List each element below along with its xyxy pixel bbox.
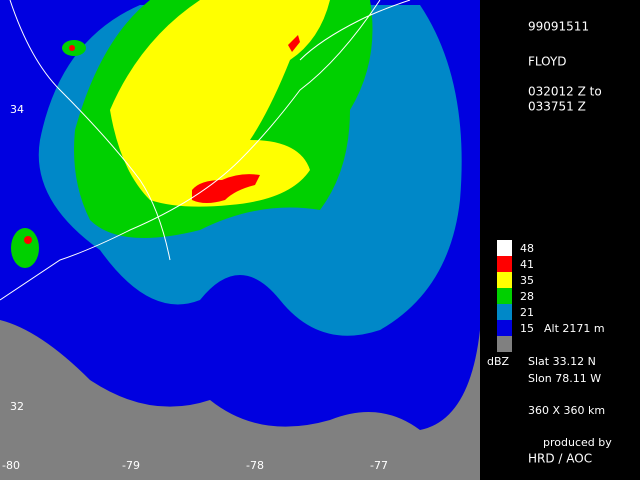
legend-swatch — [497, 288, 512, 304]
lat-label: 34 — [10, 103, 24, 116]
legend-swatch — [497, 304, 512, 320]
slat: Slat 33.12 N — [528, 355, 596, 368]
legend-label: 15 — [520, 322, 534, 335]
lat-label: 32 — [10, 400, 24, 413]
legend-swatch — [497, 320, 512, 336]
lon-label: -80 — [2, 459, 20, 472]
echo-28 — [11, 228, 39, 268]
echo-35 — [110, 0, 330, 207]
legend-swatch — [497, 240, 512, 256]
legend: 48 41 35 28 21 15 — [497, 240, 534, 352]
producer: HRD / AOC — [528, 452, 592, 466]
lon-label: -77 — [370, 459, 388, 472]
slon: Slon 78.11 W — [528, 372, 601, 385]
legend-label: 41 — [520, 258, 534, 271]
echo-41 — [288, 35, 300, 52]
time-start: 032012 Z to — [528, 85, 602, 99]
legend-swatch — [497, 272, 512, 288]
legend-swatch — [497, 256, 512, 272]
echo-41 — [24, 236, 32, 244]
info-panel: 99091511 FLOYD 032012 Z to 033751 Z 48 41… — [487, 20, 612, 466]
legend-label: 35 — [520, 274, 534, 287]
echo-41 — [192, 174, 260, 203]
time-end: 033751 Z — [528, 100, 586, 114]
lon-label: -79 — [122, 459, 140, 472]
legend-label: 28 — [520, 290, 534, 303]
storm-name: FLOYD — [528, 55, 567, 69]
legend-label: 21 — [520, 306, 534, 319]
echo-41 — [69, 45, 75, 51]
legend-swatch — [497, 336, 512, 352]
altitude: Alt 2171 m — [544, 322, 605, 335]
coastline — [0, 0, 411, 301]
legend-label: 48 — [520, 242, 534, 255]
extent: 360 X 360 km — [528, 404, 605, 417]
lon-label: -78 — [246, 459, 264, 472]
radar-map: 34 32 -80 -79 -78 -77 — [0, 0, 480, 480]
produced-by: produced by — [543, 436, 612, 449]
unit: dBZ — [487, 355, 510, 368]
date: 99091511 — [528, 20, 589, 34]
